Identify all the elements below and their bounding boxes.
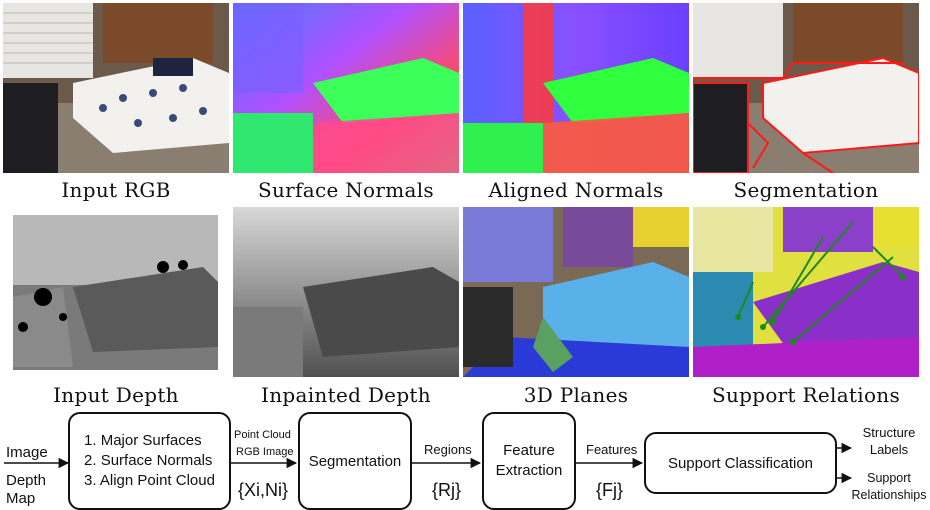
- caption-segmentation: Segmentation: [733, 178, 879, 202]
- pipeline-arrows: [4, 442, 853, 484]
- caption-3d-planes: 3D Planes: [523, 383, 629, 407]
- inpainted-depth-image: [233, 207, 459, 377]
- edge1-set: {Xi,Ni}: [238, 480, 289, 500]
- planes-3d-image: [463, 207, 689, 377]
- stage1-item-surface-normals: 2. Surface Normals: [84, 452, 213, 469]
- caption-inpainted-depth: Inpainted Depth: [261, 383, 431, 407]
- stage-segmentation: Segmentation: [298, 412, 412, 510]
- stage-support-classification: Support Classification: [644, 432, 837, 494]
- edge3-set: {Fj}: [596, 480, 624, 500]
- stage-segmentation-label: Segmentation: [308, 452, 402, 470]
- support-relations-image: [693, 207, 919, 377]
- input-depth-image: [3, 207, 229, 377]
- segmentation-image: [693, 3, 919, 173]
- stage1-item-align-point-cloud: 3. Align Point Cloud: [84, 472, 215, 489]
- caption-aligned-normals: Aligned Normals: [488, 178, 664, 202]
- input-depth-label: Depth Map: [6, 472, 47, 507]
- stage-support-classification-label: Support Classification: [667, 454, 814, 472]
- surface-normals-image: [233, 3, 459, 173]
- edge2-label-regions: Regions: [424, 442, 472, 457]
- pipeline-diagram: Image Depth Map 1. Major Surfaces 2. Sur…: [0, 400, 930, 510]
- stage-preprocess: 1. Major Surfaces 2. Surface Normals 3. …: [68, 412, 231, 510]
- edge2-set: {Rj}: [432, 480, 462, 500]
- caption-input-rgb: Input RGB: [61, 178, 171, 202]
- edge3-label-features: Features: [586, 442, 638, 457]
- edge1-label-point-cloud: Point Cloud: [234, 429, 291, 441]
- input-rgb-image: [3, 3, 229, 173]
- caption-support-relations: Support Relations: [711, 383, 901, 407]
- output-structure-labels: Structure Labels: [862, 425, 916, 457]
- stage-feature-extraction-label: Feature Extraction: [495, 442, 563, 479]
- stage-feature-extraction: Feature Extraction: [482, 412, 576, 510]
- output-support-relationships: Support Relationships: [851, 471, 927, 502]
- aligned-normals-image: [463, 3, 689, 173]
- input-image-label: Image: [6, 444, 48, 461]
- caption-input-depth: Input Depth: [53, 383, 179, 407]
- stage1-item-major-surfaces: 1. Major Surfaces: [84, 432, 202, 449]
- edge1-label-rgb-image: RGB Image: [236, 446, 294, 458]
- caption-surface-normals: Surface Normals: [257, 178, 434, 202]
